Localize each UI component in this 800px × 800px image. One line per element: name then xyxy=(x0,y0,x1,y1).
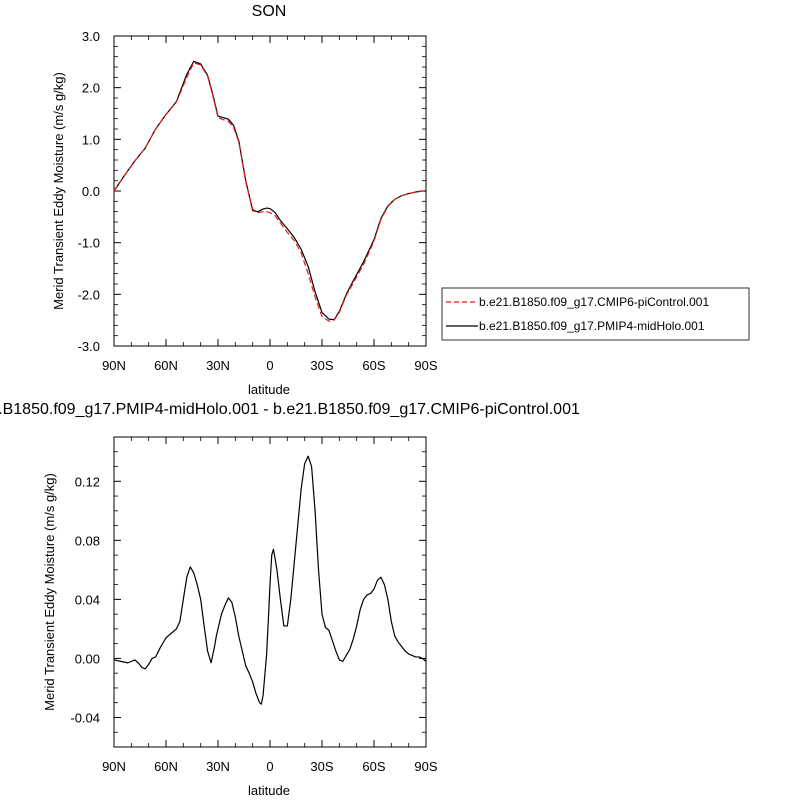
bottom-yaxis-title: Merid Transient Eddy Moisture (m/s g/kg) xyxy=(42,473,57,711)
top-xtick-label: 0 xyxy=(266,358,273,373)
bottom-xtick-label: 30N xyxy=(206,759,230,774)
bottom-chart-title: b.e21.B1850.f09_g17.PMIP4-midHolo.001 - … xyxy=(0,401,580,418)
bottom-xtick-label: 30S xyxy=(310,759,333,774)
top-chart: SON 90N 60N 30N 0 30S 60S 90S 3.0 2.0 1.0 0.0 -1.0 -… xyxy=(51,3,750,397)
bottom-xtick-label: 0 xyxy=(266,759,273,774)
top-axis-ticks: 90N 60N 30N 0 30S 60S 90S 3.0 2.0 1.0 0.0 -1.0 -2.0 -… xyxy=(78,29,438,373)
top-ytick-label: 0.0 xyxy=(82,184,100,199)
bottom-xtick-label: 60N xyxy=(154,759,178,774)
top-chart-title: SON xyxy=(252,3,287,20)
bottom-xtick-label: 60S xyxy=(362,759,385,774)
top-plot-frame xyxy=(113,35,427,347)
bottom-series-line-difference xyxy=(113,455,427,705)
top-ytick-label: 3.0 xyxy=(82,29,100,44)
top-xtick-label: 30S xyxy=(310,358,333,373)
legend-box xyxy=(441,287,750,341)
top-ytick-label: -3.0 xyxy=(78,339,100,354)
legend-label-midholo: b.e21.B1850.f09_g17.PMIP4-midHolo.001 xyxy=(479,319,705,333)
bottom-ytick-label: 0.00 xyxy=(75,651,100,666)
top-ytick-label: -1.0 xyxy=(78,236,100,251)
bottom-axis-ticks: 90N 60N 30N 0 30S 60S 90S 0.12 0.08 0.04 0.00 -0.04 xyxy=(70,436,438,774)
top-yaxis-title: Merid Transient Eddy Moisture (m/s g/kg) xyxy=(51,72,66,310)
bottom-ytick-label: 0.04 xyxy=(75,592,100,607)
bottom-chart: b.e21.B1850.f09_g17.PMIP4-midHolo.001 - … xyxy=(0,401,580,798)
top-series-line-pmip4-midholo xyxy=(113,60,426,321)
top-series-line-cmip6-picontrol xyxy=(113,62,426,322)
legend-label-picontrol: b.e21.B1850.f09_g17.CMIP6-piControl.001 xyxy=(479,295,709,309)
top-xtick-label: 60N xyxy=(154,358,178,373)
top-xtick-label: 60S xyxy=(362,358,385,373)
top-legend: b.e21.B1850.f09_g17.CMIP6-piControl.001 … xyxy=(441,287,750,341)
bottom-xtick-label: 90N xyxy=(102,759,126,774)
bottom-ytick-label: 0.08 xyxy=(75,533,100,548)
top-ytick-label: 1.0 xyxy=(82,132,100,147)
top-xtick-label: 30N xyxy=(206,358,230,373)
bottom-ytick-label: 0.12 xyxy=(75,474,100,489)
top-ytick-label: 2.0 xyxy=(82,81,100,96)
top-xaxis-title: latitude xyxy=(248,382,290,397)
bottom-ytick-label: -0.04 xyxy=(70,710,100,725)
top-ytick-label: -2.0 xyxy=(78,287,100,302)
top-series-lines xyxy=(113,60,426,322)
top-xtick-label: 90S xyxy=(414,358,437,373)
bottom-xaxis-title: latitude xyxy=(248,783,290,798)
bottom-xtick-label: 90S xyxy=(414,759,437,774)
top-xtick-label: 90N xyxy=(102,358,126,373)
bottom-series-lines xyxy=(113,455,427,705)
